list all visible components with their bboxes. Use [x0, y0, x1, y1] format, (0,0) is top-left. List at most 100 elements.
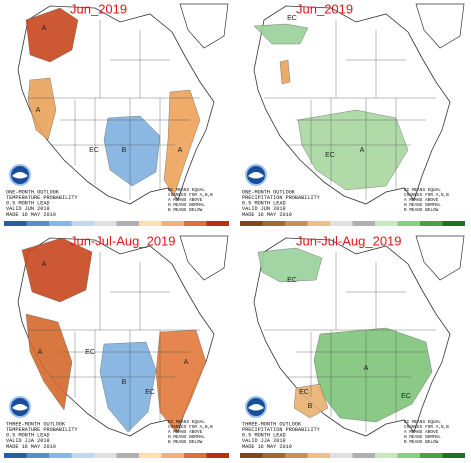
probability-region	[257, 247, 323, 283]
colorbar-cell	[285, 453, 308, 458]
colorbar-cell	[161, 453, 184, 458]
greenland	[179, 3, 229, 49]
colorbar-cell	[116, 453, 139, 458]
colorbar-cell	[375, 453, 398, 458]
colorbar-cell	[420, 453, 443, 458]
outlook-text: VALID JUN 2019	[6, 206, 50, 212]
key-text: EC MEANS EQUAL	[404, 420, 441, 425]
region-label: EC	[401, 393, 411, 400]
outlook-text: 0.5 MONTH LEAD	[6, 201, 50, 207]
colorbar-cell	[26, 221, 49, 226]
probability-region	[313, 327, 433, 423]
greenland	[415, 3, 465, 49]
outlook-panel: Jun_2019 A A B EC A ONE-MONTH OUTLOOKTEMPERATU…	[0, 0, 235, 231]
region-label: EC	[325, 152, 335, 159]
key-text: EC MEANS EQUAL	[168, 420, 205, 425]
colorbar-cell	[442, 453, 465, 458]
region-label: EC	[145, 389, 155, 396]
colorbar-cell	[139, 221, 162, 226]
noaa-logo-bird	[248, 172, 264, 179]
outlook-text: 0.5 MONTH LEAD	[242, 201, 286, 207]
colorbar-cell	[161, 221, 184, 226]
colorbar-cell	[71, 453, 94, 458]
key-text: N MEANS NORMAL	[168, 203, 205, 208]
probability-region	[253, 23, 309, 45]
colorbar-cell	[240, 453, 263, 458]
colorbar-cell	[49, 221, 72, 226]
panel-title: Jun-Jul-Aug_2019	[296, 233, 402, 248]
colorbar-cell	[26, 453, 49, 458]
colorbar-cell	[4, 453, 27, 458]
colorbar-cell	[139, 453, 162, 458]
colorbar-cell	[307, 221, 330, 226]
colorbar-cell	[442, 221, 465, 226]
colorbar-cell	[184, 221, 207, 226]
key-text: B MEANS BELOW	[404, 440, 439, 445]
noaa-logo-bird	[12, 172, 28, 179]
probability-region	[25, 313, 73, 411]
region-label: A	[360, 147, 365, 154]
outlook-text: ONE-MONTH OUTLOOK	[6, 189, 60, 195]
probability-region	[297, 109, 409, 191]
colorbar-cell	[4, 221, 27, 226]
colorbar-cell	[262, 453, 285, 458]
region-label: EC	[287, 277, 297, 284]
panel-title: Jun-Jul-Aug_2019	[70, 233, 176, 248]
colorbar-cell	[240, 221, 263, 226]
key-text: A MEANS ABOVE	[168, 430, 203, 435]
outlook-text: MADE 16 MAY 2019	[242, 444, 292, 450]
colorbar-cell	[206, 453, 229, 458]
outlook-text: THREE-MONTH OUTLOOK	[6, 421, 66, 427]
outlook-text: MADE 16 MAY 2019	[6, 212, 56, 218]
outlook-text: VALID JUN 2019	[242, 206, 286, 212]
outlook-text: VALID JJA 2019	[6, 438, 50, 444]
colorbar-cell	[94, 453, 117, 458]
noaa-logo-bird	[12, 404, 28, 411]
colorbar-cell	[49, 453, 72, 458]
outlook-text: ONE-MONTH OUTLOOK	[242, 189, 296, 195]
key-text: B MEANS BELOW	[404, 208, 439, 213]
outlook-panel: Jun-Jul-Aug_2019 A A EC B EC A THREE-MONTH OUTL…	[0, 232, 235, 463]
key-text: CHANCES FOR A,N,B	[404, 425, 449, 430]
key-text: B MEANS BELOW	[168, 208, 203, 213]
key-text: N MEANS NORMAL	[168, 435, 205, 440]
probability-region	[27, 77, 57, 141]
land	[17, 5, 215, 205]
region-label: EC	[299, 389, 309, 396]
colorbar-cell	[330, 453, 353, 458]
region-label: A	[42, 261, 47, 268]
colorbar-cell	[330, 221, 353, 226]
region-label: A	[36, 107, 41, 114]
colorbar-cell	[375, 221, 398, 226]
colorbar-cell	[71, 221, 94, 226]
panel-title: Jun_2019	[70, 1, 127, 16]
outlook-text: TEMPERATURE PROBABILITY	[6, 427, 78, 433]
outlook-text: MADE 16 MAY 2019	[242, 212, 292, 218]
region-label: A	[178, 147, 183, 154]
greenland	[415, 235, 465, 281]
region-label: A	[38, 349, 43, 356]
key-text: EC MEANS EQUAL	[404, 188, 441, 193]
key-text: N MEANS NORMAL	[404, 203, 441, 208]
noaa-logo-bird	[248, 404, 264, 411]
colorbar-cell	[397, 221, 420, 226]
key-text: B MEANS BELOW	[168, 440, 203, 445]
colorbar-cell	[94, 221, 117, 226]
colorbar-cell	[285, 221, 308, 226]
outlook-text: THREE-MONTH OUTLOOK	[242, 421, 302, 427]
region-label: B	[122, 379, 127, 386]
key-text: A MEANS ABOVE	[168, 198, 203, 203]
region-label: B	[308, 403, 313, 410]
key-text: EC MEANS EQUAL	[168, 188, 205, 193]
outlook-text: PRECIPITATION PROBABILITY	[242, 195, 321, 201]
outlook-text: 0.5 MONTH LEAD	[242, 433, 286, 439]
colorbar-cell	[206, 221, 229, 226]
region-label: A	[184, 359, 189, 366]
colorbar-cell	[420, 221, 443, 226]
panel-title: Jun_2019	[296, 1, 353, 16]
probability-region	[21, 237, 93, 303]
outlook-panel: Jun-Jul-Aug_2019 EC A EC B EC THREE-MONTH OUTL…	[236, 232, 471, 463]
colorbar-cell	[116, 221, 139, 226]
greenland	[179, 235, 229, 281]
